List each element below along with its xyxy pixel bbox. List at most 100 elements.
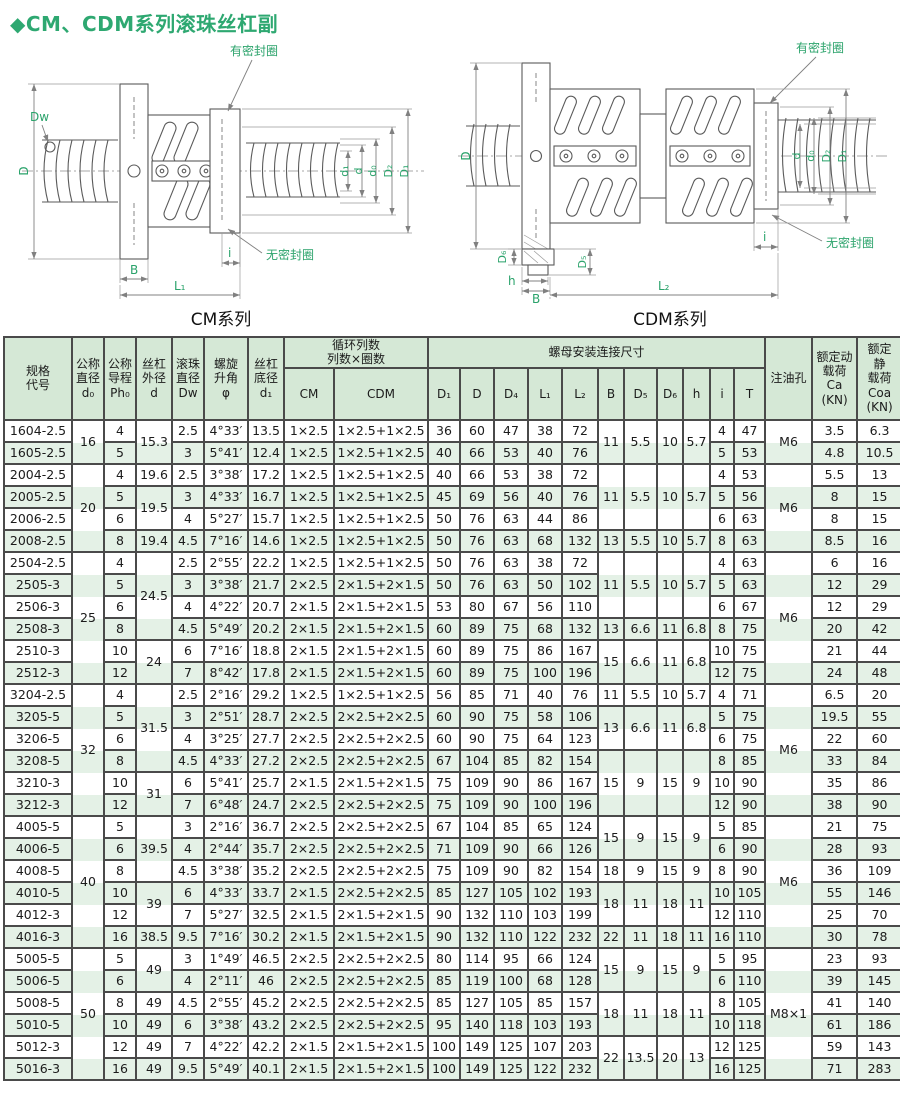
cell-d1: 15.7 bbox=[247, 506, 285, 531]
cell-d1: 16.7 bbox=[247, 484, 285, 509]
cell-L2: 72 bbox=[561, 550, 599, 575]
cell-L2: 157 bbox=[561, 990, 599, 1015]
cell-ca: 59 bbox=[811, 1034, 859, 1059]
cell-d1: 43.2 bbox=[247, 1012, 285, 1037]
cell-ca: 8 bbox=[811, 484, 859, 509]
ball-return-tube bbox=[601, 95, 625, 135]
seal-top-label: 有密封圈 bbox=[796, 40, 844, 55]
cell-ph0: 5 bbox=[103, 814, 137, 839]
cell-d: 38.5 bbox=[135, 924, 173, 949]
cell-angle: 5°49′ bbox=[203, 616, 249, 641]
cell-ph0: 8 bbox=[103, 748, 137, 773]
cell-angle: 4°22′ bbox=[203, 1034, 249, 1059]
cell-code: 1604-2.5 bbox=[3, 418, 73, 443]
flange bbox=[521, 62, 551, 255]
svg-text:i: i bbox=[228, 246, 231, 260]
cell-cm: 2×2.5 bbox=[283, 572, 335, 597]
cell-cm: 2×2.5 bbox=[283, 836, 335, 861]
cell-ph0: 6 bbox=[103, 506, 137, 531]
cell-D: 149 bbox=[459, 1034, 495, 1059]
cell-i: 12 bbox=[709, 660, 735, 685]
cell-d1: 46 bbox=[247, 968, 285, 993]
cell-i: 10 bbox=[709, 638, 735, 663]
cell-L2: 110 bbox=[561, 594, 599, 619]
nut-body-2 bbox=[665, 88, 755, 224]
cell-i: 4 bbox=[709, 682, 735, 707]
cell-coa: 15 bbox=[856, 484, 900, 509]
cell-ca: 6 bbox=[811, 550, 859, 575]
header-D5: D₅ bbox=[623, 366, 658, 421]
cell-dw: 3 bbox=[171, 814, 205, 839]
cell-dw: 3 bbox=[171, 572, 205, 597]
cell-cm: 2×1.5 bbox=[283, 1034, 335, 1059]
header-angle: 螺旋 升角 φ bbox=[203, 336, 249, 421]
cell-D4: 90 bbox=[493, 770, 529, 795]
cell-i: 4 bbox=[709, 550, 735, 575]
cell-cm: 2×1.5 bbox=[283, 660, 335, 685]
cell-D4: 56 bbox=[493, 484, 529, 509]
cell-cdm: 1×2.5+1×2.5 bbox=[333, 418, 429, 443]
cell-ph0: 8 bbox=[103, 528, 137, 553]
cell-B: 13 bbox=[597, 528, 625, 553]
cell-D4: 63 bbox=[493, 528, 529, 553]
cell-cm: 2×2.5 bbox=[283, 858, 335, 883]
cell-B: 15 bbox=[597, 638, 625, 685]
cell-h: 9 bbox=[682, 748, 711, 817]
cell-ph0: 16 bbox=[103, 924, 137, 949]
cell-cm: 2×2.5 bbox=[283, 968, 335, 993]
cell-dw: 4 bbox=[171, 968, 205, 993]
cell-D4: 63 bbox=[493, 550, 529, 575]
cell-ca: 8.5 bbox=[811, 528, 859, 553]
ball-return-tube bbox=[729, 177, 753, 217]
cell-D6: 11 bbox=[656, 704, 684, 751]
cell-h: 13 bbox=[682, 1034, 711, 1081]
cell-L2: 124 bbox=[561, 946, 599, 971]
cell-D6: 18 bbox=[656, 924, 684, 949]
ball-return-tube bbox=[589, 177, 613, 217]
seal-cap bbox=[753, 102, 779, 210]
svg-text:D₂: D₂ bbox=[382, 165, 395, 178]
cell-L1: 56 bbox=[527, 594, 563, 619]
cell-cdm: 2×1.5+2×1.5 bbox=[333, 902, 429, 927]
cell-dw: 7 bbox=[171, 660, 205, 685]
cell-coa: 143 bbox=[856, 1034, 900, 1059]
svg-text:D₆: D₆ bbox=[496, 250, 509, 263]
cell-d: 39.5 bbox=[135, 814, 173, 883]
cell-L1: 68 bbox=[527, 968, 563, 993]
table-row: 3205-5 5 3 2°51′ 28.7 2×2.5 2×2.5+2×2.5 60 90 75 5… bbox=[3, 704, 900, 751]
cell-L1: 66 bbox=[527, 946, 563, 971]
cell-ph0: 4 bbox=[103, 682, 137, 707]
cell-cm: 2×1.5 bbox=[283, 1056, 335, 1081]
cell-L1: 122 bbox=[527, 924, 563, 949]
cell-D: 69 bbox=[459, 484, 495, 509]
ball-return-tube bbox=[717, 95, 741, 135]
header-oil: 注油孔 bbox=[764, 336, 814, 421]
cell-T: 85 bbox=[732, 814, 767, 839]
cell-cdm: 2×2.5+2×2.5 bbox=[333, 792, 429, 817]
cell-ca: 61 bbox=[811, 1012, 859, 1037]
cell-d: 31 bbox=[135, 770, 173, 817]
cell-d1: 32.5 bbox=[247, 902, 285, 927]
cell-code: 5012-3 bbox=[3, 1034, 73, 1059]
cell-angle: 3°38′ bbox=[203, 1012, 249, 1037]
cell-i: 6 bbox=[709, 726, 735, 751]
cell-cdm: 1×2.5+1×2.5 bbox=[333, 462, 429, 487]
cell-d1: 24.7 bbox=[247, 792, 285, 817]
cell-T: 110 bbox=[732, 924, 767, 949]
cell-D6: 15 bbox=[656, 858, 684, 883]
cell-D5: 5.5 bbox=[623, 462, 658, 531]
cell-d1: 35.2 bbox=[247, 858, 285, 883]
cell-T: 90 bbox=[732, 858, 767, 883]
cell-d0: 25 bbox=[71, 550, 105, 685]
cell-angle: 2°51′ bbox=[203, 704, 249, 729]
cell-D: 76 bbox=[459, 550, 495, 575]
cell-code: 2512-3 bbox=[3, 660, 73, 685]
header-ca: 额定动 载荷 Ca (KN) bbox=[811, 336, 859, 421]
cell-D4: 75 bbox=[493, 704, 529, 729]
cell-L2: 232 bbox=[561, 1056, 599, 1081]
dim-D5: D₅ bbox=[548, 248, 596, 276]
header-spec: 规格 代号 bbox=[3, 336, 73, 421]
cell-cdm: 2×2.5+2×2.5 bbox=[333, 814, 429, 839]
table-row: 5006-5 6 4 2°11′ 46 2×2.5 2×2.5+2×2.5 85 119 100 6… bbox=[3, 968, 900, 993]
cell-coa: 60 bbox=[856, 726, 900, 751]
